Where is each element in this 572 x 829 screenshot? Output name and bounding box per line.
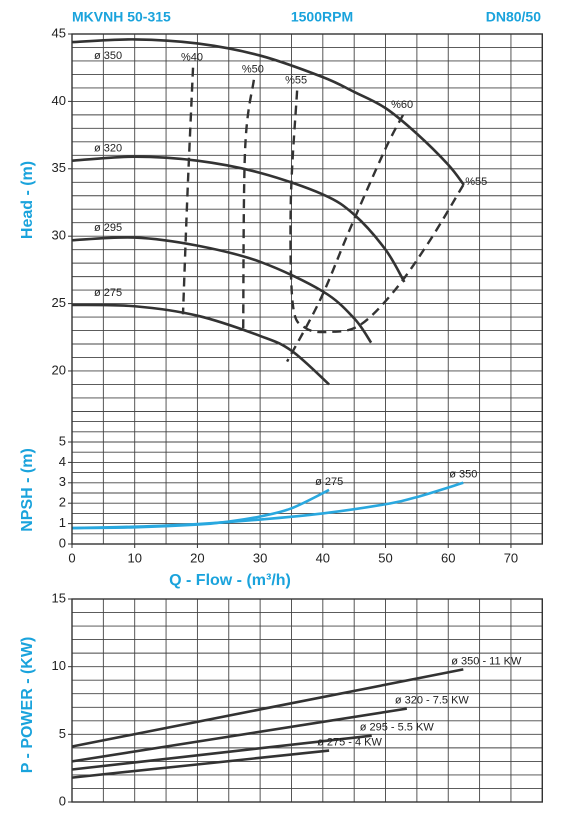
x-tick-label: 20 xyxy=(190,550,204,565)
y-tick-label: 40 xyxy=(52,93,66,108)
curve-label: ø 295 - 5.5 KW xyxy=(360,722,435,734)
y-tick-label: 0 xyxy=(59,793,66,808)
y-tick-label: 15 xyxy=(52,590,66,605)
efficiency-label: %60 xyxy=(391,99,413,111)
curve-label: ø 350 - 11 KW xyxy=(451,655,522,667)
y-tick-label: 20 xyxy=(52,362,66,377)
y-tick-label: 45 xyxy=(52,25,66,40)
y-tick-label: 25 xyxy=(52,295,66,310)
curve xyxy=(71,734,372,771)
plot-frame xyxy=(71,33,543,545)
curve-label: ø 350 xyxy=(449,469,477,481)
y-tick-label: 35 xyxy=(52,160,66,175)
model-title: MKVNH 50-315 xyxy=(72,9,171,25)
curve xyxy=(71,481,464,530)
curve xyxy=(71,303,330,386)
curve-label: ø 275 - 4 KW xyxy=(317,736,382,748)
y-tick-label: 3 xyxy=(59,474,66,489)
y-axis-label: NPSH - (m) xyxy=(19,448,36,532)
curve-label: ø 295 xyxy=(94,222,122,234)
curve xyxy=(181,67,195,315)
y-tick-label: 5 xyxy=(59,726,66,741)
curve-label: ø 275 xyxy=(315,476,343,488)
curve xyxy=(71,749,330,779)
y-axis-label: P - POWER - (KW) xyxy=(19,637,36,774)
efficiency-label: %55 xyxy=(465,176,487,188)
mark-layer xyxy=(71,38,465,779)
efficiency-label: %50 xyxy=(242,64,264,76)
efficiency-label: %40 xyxy=(181,52,203,64)
y-tick-label: 0 xyxy=(59,535,66,550)
y-tick-label: 10 xyxy=(52,658,66,673)
x-tick-label: 50 xyxy=(378,550,392,565)
curve xyxy=(71,155,406,283)
y-tick-label: 2 xyxy=(59,495,66,510)
plot-frame xyxy=(71,598,543,803)
y-tick-label: 1 xyxy=(59,515,66,530)
curve xyxy=(286,114,405,363)
curve xyxy=(241,79,256,331)
x-tick-label: 70 xyxy=(504,550,518,565)
curve xyxy=(71,707,408,763)
connection-title: DN80/50 xyxy=(486,9,541,25)
x-tick-label: 60 xyxy=(441,550,455,565)
x-tick-label: 40 xyxy=(316,550,330,565)
efficiency-label: %55 xyxy=(285,75,307,87)
curve-label: ø 320 - 7.5 KW xyxy=(395,695,470,707)
x-tick-label: 0 xyxy=(68,550,75,565)
x-tick-label: 10 xyxy=(127,550,141,565)
curve-label: ø 275 xyxy=(94,287,122,299)
y-tick-label: 5 xyxy=(59,433,66,448)
x-axis-label: Q - Flow - (m³/h) xyxy=(169,572,291,589)
x-tick-label: 30 xyxy=(253,550,267,565)
curve-label: ø 350 xyxy=(94,50,122,62)
curve xyxy=(71,668,464,748)
curve xyxy=(71,236,373,344)
curve xyxy=(289,90,465,334)
curve-label: ø 320 xyxy=(94,143,122,155)
y-tick-label: 4 xyxy=(59,454,66,469)
y-axis-label: Head - (m) xyxy=(19,161,36,239)
speed-title: 1500RPM xyxy=(291,9,353,25)
curve xyxy=(71,38,465,186)
y-tick-label: 30 xyxy=(52,228,66,243)
